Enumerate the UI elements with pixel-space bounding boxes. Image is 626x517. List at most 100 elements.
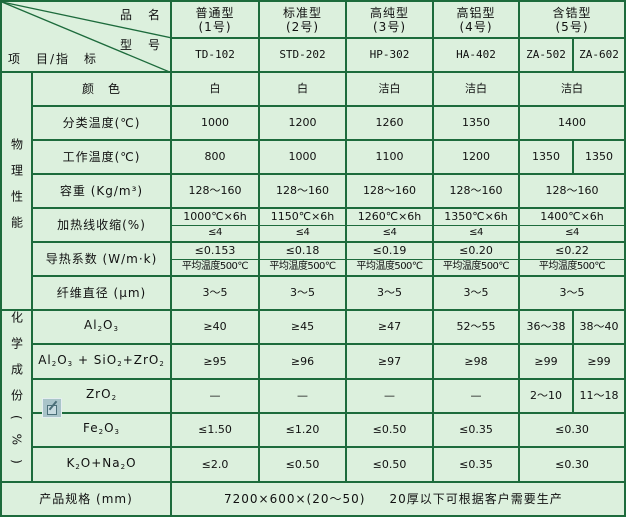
formula-part: 2 bbox=[120, 462, 127, 471]
value-cell: 1100 bbox=[345, 139, 434, 175]
value-cell: ≤0.19 平均温度500℃ bbox=[345, 241, 434, 277]
value-cell: 1260℃×6h ≤4 bbox=[345, 207, 434, 243]
value-cell: 52～55 bbox=[432, 308, 520, 346]
formula-part: O bbox=[57, 352, 68, 367]
table-row: 容重 (Kg/m³) 128～160 128～160 128～160 128～160 12… bbox=[1, 173, 626, 209]
diagonal-lines bbox=[3, 3, 169, 70]
value-line: 1150℃×6h bbox=[270, 209, 335, 223]
value-cell: ≤0.18 平均温度500℃ bbox=[258, 241, 347, 277]
product-header-2: 标准型 (2号) bbox=[258, 0, 347, 39]
value-cell: ≥95 bbox=[170, 343, 260, 380]
value-cell: ≥45 bbox=[258, 308, 347, 346]
formula-part: Al bbox=[84, 318, 98, 333]
value-cell: 1350 bbox=[571, 139, 626, 175]
model-code: HP-302 bbox=[345, 37, 434, 73]
value-line: ≤4 bbox=[521, 224, 624, 241]
value-line: 1350℃×6h bbox=[444, 209, 508, 223]
formula-part: O bbox=[104, 421, 115, 436]
formula-part: O bbox=[103, 318, 114, 333]
value-cell: ≤1.50 bbox=[170, 412, 260, 449]
value-cell: 白 bbox=[170, 71, 260, 107]
table-row: 分类温度(℃) 1000 1200 1260 1350 1400 bbox=[1, 105, 626, 141]
spec-value: 7200×600×(20～50) 20厚以下可根据客户需要生产 bbox=[169, 480, 626, 517]
value-cell: 11～18 bbox=[571, 377, 626, 415]
value-cell: 800 bbox=[170, 139, 260, 175]
image-edit-icon[interactable] bbox=[42, 398, 62, 418]
value-line: ≤4 bbox=[348, 224, 431, 241]
formula-part: 2 bbox=[75, 462, 81, 471]
physical-category: 物理性能 bbox=[0, 71, 33, 311]
value-cell: 3～5 bbox=[517, 275, 626, 311]
value-cell: ≤0.50 bbox=[345, 412, 434, 449]
product-header-5: 含锆型 (5号) bbox=[517, 0, 626, 39]
formula-part: + SiO bbox=[73, 352, 118, 367]
value-cell: 128～160 bbox=[517, 173, 626, 209]
value-cell: — bbox=[432, 377, 520, 415]
formula-part: Al bbox=[38, 352, 52, 367]
table-row: 化学成份(%) Al2O3 ≥40 ≥45 ≥47 52～55 36～38 38～40 bbox=[0, 308, 626, 483]
value-cell: 1400 bbox=[517, 105, 626, 141]
value-cell: 3～5 bbox=[432, 275, 520, 311]
value-cell: 1000℃×6h ≤4 bbox=[170, 207, 260, 243]
value-cell: 3～5 bbox=[258, 275, 347, 311]
value-cell: ≤0.153 平均温度500℃ bbox=[170, 241, 260, 277]
row-label: 加热线收缩(%) bbox=[31, 207, 172, 243]
value-line: ≤0.20 bbox=[459, 243, 493, 257]
model-label: 型 号 bbox=[119, 38, 162, 52]
formula-part: K bbox=[66, 455, 76, 470]
value-cell: 36～38 bbox=[518, 308, 574, 346]
value-line: 平均温度500℃ bbox=[521, 258, 624, 275]
value-line: ≤0.19 bbox=[372, 243, 407, 257]
formula-part: 3 bbox=[113, 325, 119, 334]
row-label: 容重 (Kg/m³) bbox=[31, 173, 172, 209]
row-label: 工作温度(℃) bbox=[31, 139, 172, 175]
category-label: 化学成份(%) bbox=[9, 311, 24, 478]
formula-part: 2 bbox=[97, 325, 104, 334]
value-cell: ≤0.50 bbox=[345, 446, 434, 483]
value-line: 1400℃×6h bbox=[540, 209, 604, 223]
formula-part: Fe bbox=[82, 421, 99, 436]
value-cell: 38～40 bbox=[571, 308, 626, 346]
value-cell: ≤0.35 bbox=[432, 446, 520, 483]
value-cell: — bbox=[345, 377, 434, 415]
product-header-1: 普通型 (1号) bbox=[170, 0, 260, 39]
value-cell: 洁白 bbox=[345, 71, 434, 107]
value-line: ≤4 bbox=[261, 224, 344, 241]
value-cell: ≤0.22 平均温度500℃ bbox=[517, 241, 626, 277]
product-name: 普通型 bbox=[195, 5, 235, 20]
spec-row: 产品规格 (mm) 7200×600×(20～50) 20厚以下可根据客户需要生产 bbox=[0, 480, 626, 517]
table-row: 加热线收缩(%) 1000℃×6h ≤4 1150℃×6h ≤4 1260℃×6h ≤4 13… bbox=[1, 207, 626, 243]
row-label: Al2O3 bbox=[31, 308, 172, 346]
row-label: 分类温度(℃) bbox=[31, 105, 172, 141]
formula-part: 2 bbox=[111, 393, 118, 402]
formula-part: O+Na bbox=[80, 455, 121, 470]
formula-part: +ZrO bbox=[122, 352, 160, 367]
value-line: ≤0.153 bbox=[194, 243, 236, 257]
value-cell: ≤0.50 bbox=[258, 446, 347, 483]
value-cell: 洁白 bbox=[432, 71, 520, 107]
model-code: ZA-502 bbox=[518, 37, 574, 73]
value-cell: ≥97 bbox=[345, 343, 434, 380]
value-cell: ≥99 bbox=[518, 343, 574, 380]
model-code: ZA-602 bbox=[571, 37, 626, 73]
value-cell: — bbox=[170, 377, 260, 415]
row-label: 纤维直径 (μm) bbox=[31, 275, 172, 311]
value-line: ≤0.18 bbox=[285, 243, 320, 257]
value-cell: 128～160 bbox=[345, 173, 434, 209]
table-row: 工作温度(℃) 800 1000 1100 1200 1350 1350 bbox=[1, 139, 626, 175]
value-line: 平均温度500℃ bbox=[348, 258, 431, 275]
formula-part: 2 bbox=[117, 359, 123, 368]
formula-part: 3 bbox=[114, 428, 121, 437]
product-name: 标准型 bbox=[282, 5, 322, 20]
product-number: (1号) bbox=[198, 19, 232, 34]
product-name: 高铝型 bbox=[456, 5, 496, 20]
value-cell: ≥99 bbox=[571, 343, 626, 380]
value-cell: ≤2.0 bbox=[170, 446, 260, 483]
formula-part: 2 bbox=[159, 359, 165, 368]
value-line: ≤4 bbox=[173, 224, 257, 241]
diagonal-header-cell: 品 名 型 号 项 目/指 标 bbox=[0, 0, 172, 73]
value-cell: 128～160 bbox=[258, 173, 347, 209]
value-cell: 1150℃×6h ≤4 bbox=[258, 207, 347, 243]
value-cell: 3～5 bbox=[345, 275, 434, 311]
value-cell: 128～160 bbox=[170, 173, 260, 209]
